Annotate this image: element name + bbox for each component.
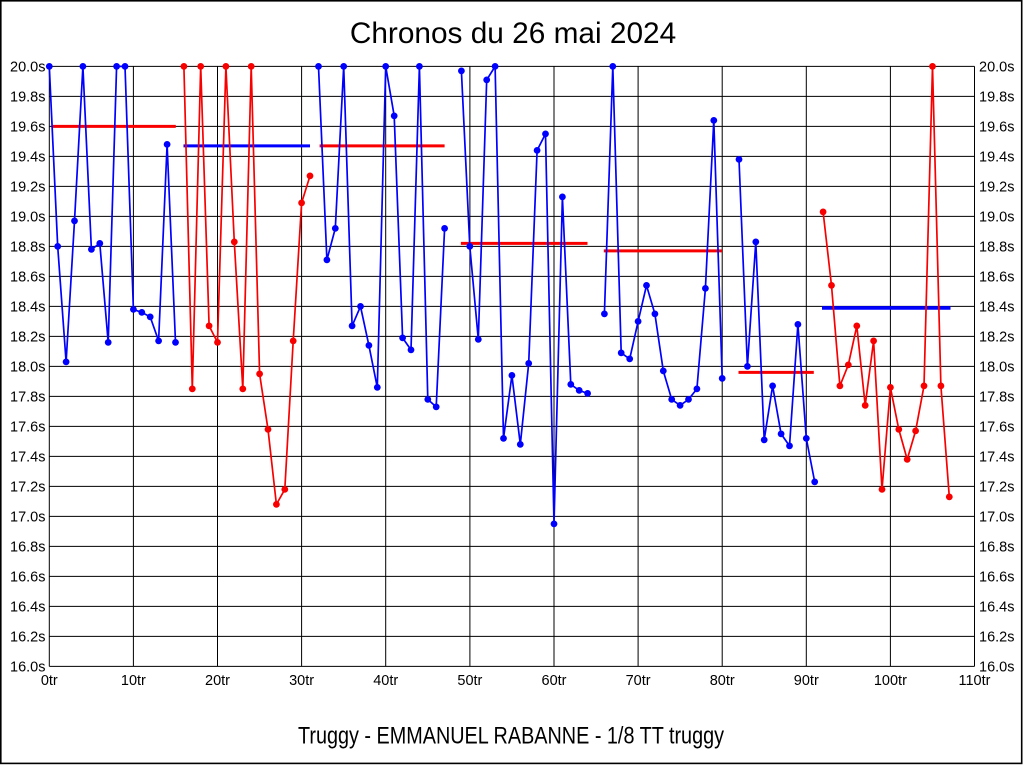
- svg-text:18.4s: 18.4s: [979, 299, 1014, 315]
- svg-text:17.6s: 17.6s: [10, 419, 45, 435]
- svg-text:18.0s: 18.0s: [10, 359, 45, 375]
- svg-text:16.4s: 16.4s: [10, 599, 45, 615]
- svg-text:17.8s: 17.8s: [979, 389, 1014, 405]
- svg-text:19.8s: 19.8s: [10, 89, 45, 105]
- svg-text:60tr: 60tr: [542, 673, 567, 689]
- svg-text:100tr: 100tr: [874, 673, 907, 689]
- svg-text:17.2s: 17.2s: [979, 479, 1014, 495]
- svg-text:16.0s: 16.0s: [979, 659, 1014, 675]
- svg-text:18.0s: 18.0s: [979, 359, 1014, 375]
- svg-text:17.2s: 17.2s: [10, 479, 45, 495]
- svg-text:19.4s: 19.4s: [979, 149, 1014, 165]
- svg-text:18.2s: 18.2s: [10, 329, 45, 345]
- svg-text:16.4s: 16.4s: [979, 599, 1014, 615]
- svg-text:17.6s: 17.6s: [979, 419, 1014, 435]
- svg-text:19.6s: 19.6s: [10, 119, 45, 135]
- svg-text:19.0s: 19.0s: [979, 209, 1014, 225]
- svg-text:18.8s: 18.8s: [979, 239, 1014, 255]
- svg-text:19.6s: 19.6s: [979, 119, 1014, 135]
- svg-text:20.0s: 20.0s: [979, 59, 1014, 75]
- svg-text:19.4s: 19.4s: [10, 149, 45, 165]
- svg-text:16.6s: 16.6s: [979, 569, 1014, 585]
- svg-text:90tr: 90tr: [794, 673, 819, 689]
- svg-text:18.2s: 18.2s: [979, 329, 1014, 345]
- svg-text:16.8s: 16.8s: [10, 539, 45, 555]
- svg-text:16.6s: 16.6s: [10, 569, 45, 585]
- svg-text:17.4s: 17.4s: [10, 449, 45, 465]
- svg-text:17.0s: 17.0s: [10, 509, 45, 525]
- svg-text:16.0s: 16.0s: [10, 659, 45, 675]
- svg-text:17.4s: 17.4s: [979, 449, 1014, 465]
- svg-text:16.2s: 16.2s: [979, 629, 1014, 645]
- svg-text:18.4s: 18.4s: [10, 299, 45, 315]
- svg-text:18.8s: 18.8s: [10, 239, 45, 255]
- svg-text:80tr: 80tr: [710, 673, 735, 689]
- svg-text:17.8s: 17.8s: [10, 389, 45, 405]
- svg-text:16.2s: 16.2s: [10, 629, 45, 645]
- svg-text:30tr: 30tr: [289, 673, 314, 689]
- svg-text:18.6s: 18.6s: [10, 269, 45, 285]
- svg-text:16.8s: 16.8s: [979, 539, 1014, 555]
- svg-text:Chronos du 26 mai 2024: Chronos du 26 mai 2024: [350, 17, 676, 50]
- svg-text:20tr: 20tr: [205, 673, 230, 689]
- svg-text:40tr: 40tr: [373, 673, 398, 689]
- svg-text:70tr: 70tr: [626, 673, 651, 689]
- svg-text:19.0s: 19.0s: [10, 209, 45, 225]
- svg-text:17.0s: 17.0s: [979, 509, 1014, 525]
- svg-text:19.8s: 19.8s: [979, 89, 1014, 105]
- svg-text:19.2s: 19.2s: [10, 179, 45, 195]
- svg-text:110tr: 110tr: [959, 673, 991, 689]
- svg-text:Truggy - EMMANUEL RABANNE - 1/: Truggy - EMMANUEL RABANNE - 1/8 TT trugg…: [298, 723, 724, 750]
- svg-text:10tr: 10tr: [121, 673, 146, 689]
- svg-text:18.6s: 18.6s: [979, 269, 1014, 285]
- svg-text:19.2s: 19.2s: [979, 179, 1014, 195]
- svg-text:0tr: 0tr: [41, 673, 58, 689]
- svg-text:50tr: 50tr: [457, 673, 482, 689]
- svg-text:20.0s: 20.0s: [10, 59, 45, 75]
